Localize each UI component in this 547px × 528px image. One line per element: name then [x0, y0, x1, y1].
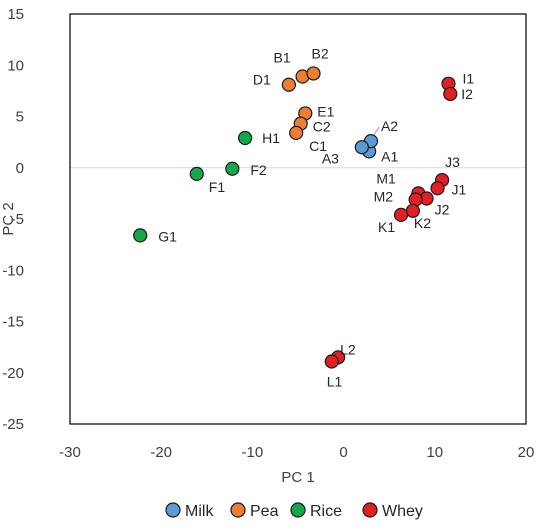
- data-point-a3: [354, 140, 369, 155]
- legend-marker: [362, 502, 378, 518]
- point-label-l1: L1: [327, 373, 343, 389]
- x-tick-label: -30: [59, 444, 81, 461]
- point-label-k1: K1: [378, 219, 395, 235]
- x-tick-label: 20: [518, 444, 535, 461]
- data-point-k1: [393, 207, 409, 222]
- y-axis-title: PC 2: [0, 202, 17, 235]
- data-point-f2: [225, 161, 240, 176]
- data-point-d1: [281, 77, 296, 92]
- point-label-h1: H1: [262, 130, 280, 146]
- point-label-l2: L2: [340, 341, 356, 357]
- point-label-g1: G1: [158, 228, 177, 244]
- legend-label: Pea: [250, 503, 279, 520]
- point-label-f1: F1: [209, 179, 226, 195]
- data-point-i2: [443, 86, 458, 102]
- x-tick-label: 0: [339, 444, 347, 461]
- data-point-b2: [306, 66, 321, 81]
- point-label-a2: A2: [381, 118, 398, 134]
- point-label-j1: J1: [452, 181, 467, 197]
- point-label-j2: J2: [435, 202, 450, 218]
- point-label-a3: A3: [322, 150, 339, 166]
- point-label-d1: D1: [253, 72, 271, 88]
- legend-item-milk: Milk: [165, 502, 214, 520]
- legend-marker: [290, 502, 306, 518]
- x-tick-label: 10: [426, 444, 443, 461]
- data-point-g1: [133, 228, 148, 243]
- label-leader-line: [373, 126, 380, 136]
- point-label-j3: J3: [445, 154, 460, 170]
- x-tick-label: -10: [242, 444, 264, 461]
- data-point-j1: [430, 181, 445, 196]
- data-point-c1: [289, 125, 304, 140]
- plot-area-border: [69, 13, 527, 425]
- x-tick-label: -20: [150, 444, 172, 461]
- point-label-b1: B1: [274, 50, 291, 66]
- point-label-c2: C2: [313, 119, 331, 135]
- y-tick-label: 0: [16, 160, 24, 177]
- data-point-l1: [324, 354, 339, 369]
- y-tick-label: -5: [11, 211, 24, 228]
- legend-label: Whey: [382, 503, 423, 520]
- y-tick-label: -25: [2, 416, 24, 433]
- point-label-m2: M2: [374, 189, 394, 205]
- point-label-k2: K2: [414, 215, 431, 231]
- data-point-h1: [238, 130, 253, 146]
- legend-item-pea: Pea: [230, 502, 279, 520]
- legend-item-rice: Rice: [290, 502, 342, 520]
- point-label-f2: F2: [250, 162, 267, 178]
- point-label-e1: E1: [317, 103, 334, 119]
- y-tick-label: -20: [2, 365, 24, 382]
- y-tick-label: 10: [7, 57, 24, 74]
- point-label-c1: C1: [309, 138, 327, 154]
- x-axis-title: PC 1: [281, 469, 314, 486]
- point-label-a1: A1: [381, 148, 398, 164]
- point-label-b2: B2: [312, 45, 329, 61]
- y-tick-label: 5: [16, 109, 24, 126]
- y-tick-label: -10: [2, 262, 24, 279]
- point-label-m1: M1: [376, 170, 396, 186]
- point-label-i1: I1: [462, 71, 474, 87]
- y-tick-label: 15: [7, 6, 24, 23]
- y-tick-label: -15: [2, 314, 24, 331]
- legend-label: Rice: [310, 503, 342, 520]
- legend-item-whey: Whey: [362, 502, 423, 520]
- data-point-f1: [189, 166, 204, 181]
- legend-marker: [230, 502, 246, 518]
- point-label-i2: I2: [461, 86, 473, 102]
- legend-label: Milk: [185, 503, 214, 520]
- legend-marker: [165, 502, 181, 518]
